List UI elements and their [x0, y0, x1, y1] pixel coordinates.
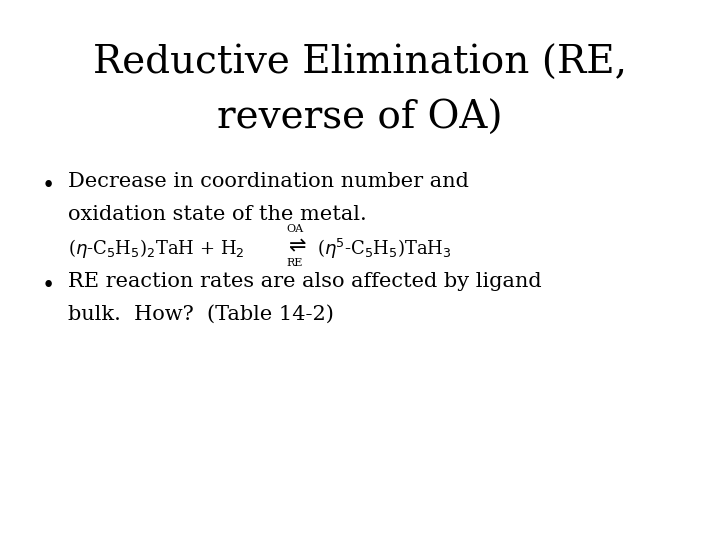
- Text: ($\eta$$^5$-C$_5$H$_5$)TaH$_3$: ($\eta$$^5$-C$_5$H$_5$)TaH$_3$: [317, 237, 451, 261]
- Text: •: •: [42, 275, 55, 297]
- Text: Reductive Elimination (RE,: Reductive Elimination (RE,: [93, 45, 627, 82]
- Text: •: •: [42, 175, 55, 197]
- Text: oxidation state of the metal.: oxidation state of the metal.: [68, 205, 366, 224]
- Text: OA: OA: [287, 224, 304, 234]
- Text: RE: RE: [287, 258, 303, 268]
- Text: Decrease in coordination number and: Decrease in coordination number and: [68, 172, 469, 191]
- Text: reverse of OA): reverse of OA): [217, 100, 503, 137]
- Text: bulk.  How?  (Table 14-2): bulk. How? (Table 14-2): [68, 305, 334, 324]
- Text: $\rightleftharpoons$: $\rightleftharpoons$: [284, 237, 306, 256]
- Text: RE reaction rates are also affected by ligand: RE reaction rates are also affected by l…: [68, 272, 541, 291]
- Text: ($\eta$-C$_5$H$_5$)$_2$TaH + H$_2$: ($\eta$-C$_5$H$_5$)$_2$TaH + H$_2$: [68, 237, 245, 260]
